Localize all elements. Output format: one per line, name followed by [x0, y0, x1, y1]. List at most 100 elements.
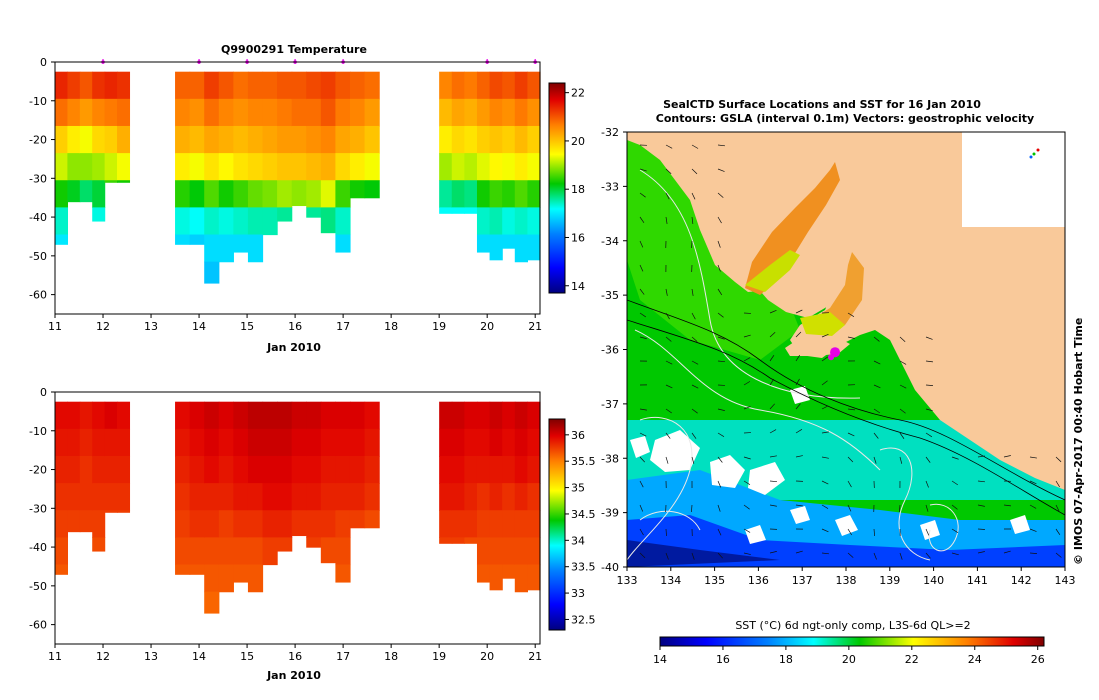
velocity-vector: [639, 312, 647, 318]
heatmap-cell: [502, 71, 516, 100]
velocity-vector: [717, 240, 721, 248]
heatmap-cell: [306, 180, 322, 208]
velocity-vector: [1055, 480, 1060, 488]
velocity-vector: [717, 408, 725, 411]
velocity-vector: [925, 504, 929, 512]
y-tick-label: -33: [601, 180, 619, 193]
velocity-vector: [847, 480, 852, 488]
salinity-heatmap: [55, 401, 541, 614]
heatmap-cell: [335, 455, 351, 484]
heatmap-cell: [364, 125, 380, 154]
heatmap-cell: [364, 153, 380, 181]
velocity-vector: [925, 336, 933, 340]
heatmap-cell: [189, 428, 205, 457]
velocity-vector: [717, 312, 724, 318]
velocity-vector: [951, 456, 959, 460]
heatmap-cell: [439, 510, 453, 538]
velocity-vector: [639, 168, 647, 172]
x-tick-label: 15: [240, 650, 254, 663]
velocity-vector: [951, 528, 959, 533]
heatmap-cell: [175, 483, 191, 511]
spencer-gulf-mouth: [745, 250, 800, 292]
heatmap-cell: [514, 401, 528, 430]
heatmap-cell: [262, 207, 278, 236]
colorbar-tick-label: 18: [779, 653, 793, 666]
velocity-vector: [691, 456, 695, 464]
heatmap-cell: [320, 71, 337, 100]
velocity-vector: [899, 360, 907, 365]
heatmap-cell: [204, 537, 220, 566]
heatmap-cell: [439, 207, 453, 214]
velocity-vector: [1003, 504, 1011, 507]
heatmap-cell: [335, 483, 351, 511]
heatmap-cell: [55, 564, 69, 575]
heatmap-cell: [55, 207, 69, 236]
velocity-vector: [847, 408, 855, 411]
heatmap-cell: [335, 510, 351, 538]
velocity-vector: [847, 312, 855, 318]
velocity-vector: [1029, 504, 1037, 509]
x-tick-label: 13: [144, 320, 158, 333]
heatmap-cell: [306, 537, 322, 548]
heatmap-cell: [439, 537, 453, 544]
velocity-vector: [795, 504, 803, 507]
velocity-vector: [795, 378, 800, 386]
velocity-vector: [717, 480, 722, 488]
velocity-vector: [898, 504, 901, 513]
heatmap-cell: [204, 261, 220, 284]
velocity-vector: [691, 552, 695, 560]
y-tick-label: -36: [601, 344, 619, 357]
heatmap-cell: [79, 401, 93, 430]
heatmap-cell: [92, 71, 106, 100]
heatmap-cell: [218, 207, 234, 236]
heatmap-cell: [233, 483, 249, 511]
velocity-vector: [873, 552, 877, 560]
heatmap-cell: [247, 428, 264, 457]
heatmap-cell: [349, 125, 366, 154]
x-tick-label: 140: [923, 574, 944, 587]
heatmap-cell: [527, 153, 541, 181]
colorbar-tick-label: 24: [968, 653, 982, 666]
heatmap-cell: [489, 483, 503, 511]
heatmap-cell: [335, 153, 351, 181]
heatmap-cell: [204, 71, 220, 100]
heatmap-cell: [464, 71, 478, 100]
heatmap-cell: [320, 455, 337, 484]
velocity-vector: [795, 331, 802, 338]
velocity-vector: [717, 336, 725, 340]
x-tick-label: 18: [384, 320, 398, 333]
velocity-vector: [691, 216, 694, 224]
x-tick-label: 12: [96, 650, 110, 663]
velocity-vector: [743, 334, 751, 338]
velocity-vector: [821, 431, 829, 434]
velocity-vector: [925, 456, 931, 463]
velocity-vector: [769, 551, 777, 554]
x-tick-label: 21: [528, 320, 542, 333]
gsla-contours: [627, 169, 959, 561]
velocity-vector: [847, 336, 855, 339]
heatmap-cell: [291, 180, 307, 207]
heatmap-cell: [189, 71, 205, 100]
x-tick-label: 142: [1011, 574, 1032, 587]
cloud-patch: [710, 455, 745, 488]
heatmap-cell: [104, 180, 118, 183]
heatmap-cell: [306, 153, 322, 181]
velocity-vector: [899, 456, 903, 464]
temperature-colorbar: [548, 82, 566, 294]
heatmap-cell: [218, 234, 234, 263]
heatmap-cell: [79, 483, 93, 511]
heatmap-cell: [364, 483, 380, 511]
heatmap-cell: [451, 98, 465, 127]
heatmap-cell: [464, 153, 478, 181]
x-tick-label: 14: [192, 320, 206, 333]
velocity-vectors: [639, 144, 1062, 560]
velocity-vector: [639, 456, 646, 463]
heatmap-cell: [489, 234, 503, 261]
heatmap-cell: [320, 401, 337, 430]
heatmap-cell: [364, 428, 380, 457]
heatmap-cell: [527, 401, 541, 430]
colorbar-tick-label: 14: [653, 653, 667, 666]
velocity-vector: [821, 356, 828, 362]
heatmap-cell: [277, 510, 293, 538]
heatmap-cell: [502, 564, 516, 579]
